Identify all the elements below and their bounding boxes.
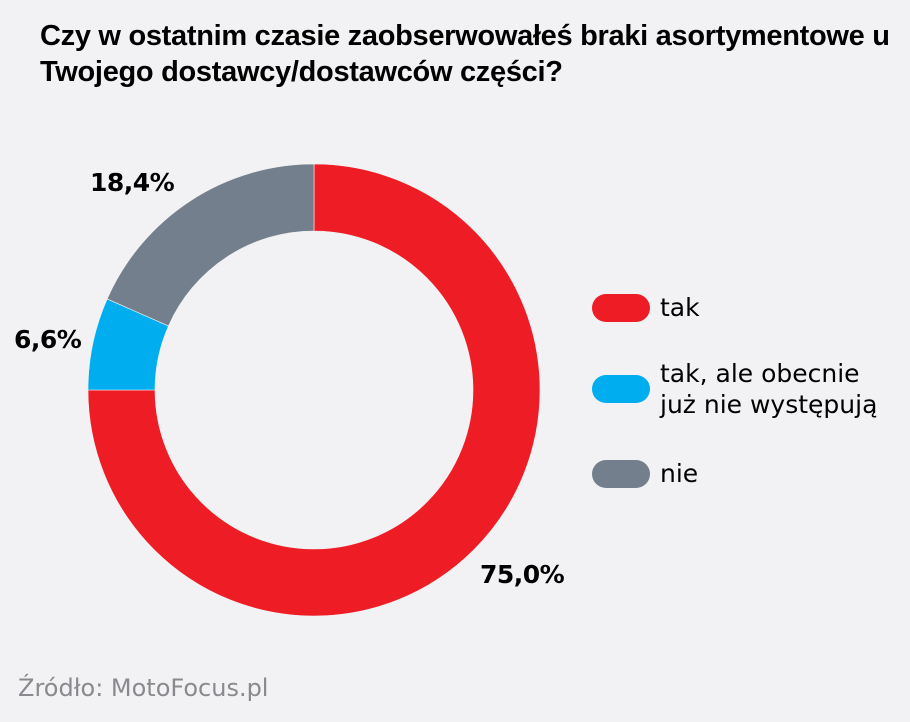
data-label-tak: 75,0% [480,560,565,589]
donut-slice-2 [106,163,315,327]
chart-title: Czy w ostatnim czasie zaobserwowałeś bra… [40,20,890,88]
legend-label: tak, ale obecnie już nie występują [660,359,878,419]
donut-slice-0 [87,163,541,617]
source-note: Źródło: MotoFocus.pl [18,674,269,702]
data-label-nie: 18,4% [90,168,175,197]
legend-item-nie: nie [592,458,698,489]
legend-label: tak [660,293,700,322]
legend-swatch [592,293,650,322]
legend-swatch [592,459,650,488]
legend-item-tak-ale: tak, ale obecnie już nie występują [592,358,900,420]
legend-swatch [592,375,650,403]
legend-item-tak: tak [592,292,700,323]
legend-label: nie [660,459,699,488]
data-label-tak-ale: 6,6% [14,325,82,354]
